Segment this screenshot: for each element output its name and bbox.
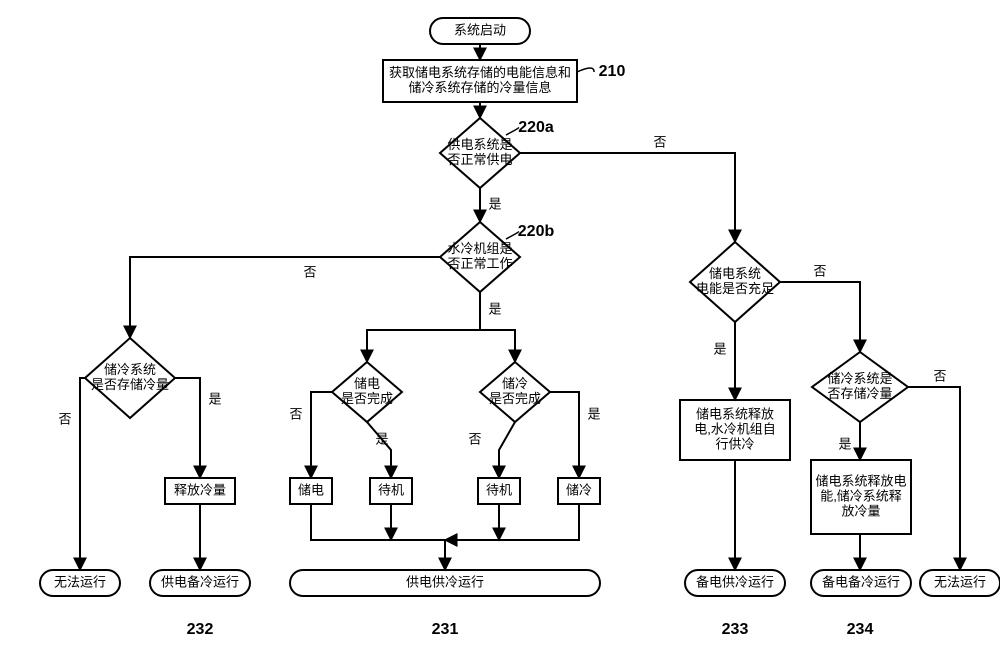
svg-text:备电备冷运行: 备电备冷运行 [822, 574, 900, 589]
callout-line-0 [577, 68, 594, 72]
edge-label-11: 是 [375, 431, 388, 446]
svg-text:电,水冷机组自: 电,水冷机组自 [694, 421, 776, 436]
edge-label-21: 是 [838, 436, 851, 451]
svg-text:储电系统: 储电系统 [709, 266, 761, 281]
edge-label-10: 否 [289, 406, 302, 421]
callout-1: 220a [518, 119, 554, 136]
svg-text:无法运行: 无法运行 [54, 574, 106, 589]
edge-12 [499, 422, 515, 478]
svg-text:储冷: 储冷 [502, 376, 528, 391]
svg-text:储冷: 储冷 [566, 482, 592, 497]
svg-text:备电供冷运行: 备电供冷运行 [696, 574, 774, 589]
edge-label-3: 否 [653, 134, 666, 149]
ref-3: 234 [847, 621, 874, 638]
ref-2: 233 [722, 621, 749, 638]
svg-text:无法运行: 无法运行 [934, 574, 986, 589]
svg-text:供电备冷运行: 供电备冷运行 [161, 574, 239, 589]
edge-6 [480, 330, 515, 362]
edge-13 [550, 392, 579, 478]
svg-text:水冷机组是: 水冷机组是 [447, 241, 512, 256]
ref-0: 232 [187, 621, 214, 638]
edge-7 [80, 378, 85, 570]
svg-text:放冷量: 放冷量 [841, 503, 880, 518]
svg-text:电能是否充足: 电能是否充足 [696, 281, 774, 296]
svg-text:储电系统释放电: 储电系统释放电 [815, 473, 906, 488]
callout-2: 220b [518, 223, 555, 240]
edge-label-5: 是 [488, 301, 501, 316]
edge-label-22: 否 [933, 368, 946, 383]
edge-11 [367, 422, 391, 478]
svg-text:是否完成: 是否完成 [489, 391, 541, 406]
ref-1: 231 [432, 621, 459, 638]
svg-text:待机: 待机 [378, 482, 404, 497]
svg-text:行供冷: 行供冷 [715, 436, 754, 451]
svg-text:释放冷量: 释放冷量 [174, 482, 226, 497]
edge-10 [311, 392, 332, 478]
edge-5 [367, 292, 480, 362]
svg-text:储冷系统是: 储冷系统是 [827, 371, 892, 386]
edge-label-13: 是 [587, 406, 600, 421]
svg-text:待机: 待机 [486, 482, 512, 497]
callout-0: 210 [599, 63, 626, 80]
edge-label-18: 是 [713, 341, 726, 356]
svg-text:获取储电系统存储的电能信息和: 获取储电系统存储的电能信息和 [389, 65, 571, 80]
edge-label-8: 是 [208, 391, 221, 406]
svg-text:否正常工作: 否正常工作 [447, 256, 512, 271]
edge-label-4: 否 [303, 264, 316, 279]
svg-text:否正常供电: 否正常供电 [447, 152, 512, 167]
edge-19 [780, 282, 860, 352]
edge-8 [175, 378, 200, 478]
svg-text:储电系统释放: 储电系统释放 [696, 406, 774, 421]
flowchart-canvas: 系统启动获取储电系统存储的电能信息和储冷系统存储的冷量信息供电系统是否正常供电水… [0, 0, 1000, 668]
edge-label-19: 否 [813, 263, 826, 278]
svg-text:能,储冷系统释: 能,储冷系统释 [820, 488, 902, 503]
edge-17 [445, 504, 579, 540]
svg-text:供电供冷运行: 供电供冷运行 [406, 574, 484, 589]
svg-text:储电: 储电 [354, 376, 380, 391]
edge-14 [311, 504, 445, 570]
callout-line-1 [506, 128, 519, 135]
edge-label-7: 否 [58, 411, 71, 426]
svg-text:储冷系统: 储冷系统 [104, 362, 156, 377]
svg-text:是否完成: 是否完成 [341, 391, 393, 406]
edge-22 [908, 387, 960, 570]
svg-text:储冷系统存储的冷量信息: 储冷系统存储的冷量信息 [408, 80, 551, 95]
edge-4 [130, 257, 440, 338]
svg-text:是否存储冷量: 是否存储冷量 [91, 377, 169, 392]
svg-text:供电系统是: 供电系统是 [447, 137, 512, 152]
svg-text:储电: 储电 [298, 482, 324, 497]
edge-label-12: 否 [468, 431, 481, 446]
svg-text:系统启动: 系统启动 [454, 22, 506, 37]
svg-text:否存储冷量: 否存储冷量 [827, 386, 892, 401]
callout-line-2 [506, 232, 519, 239]
edge-label-2: 是 [488, 196, 501, 211]
